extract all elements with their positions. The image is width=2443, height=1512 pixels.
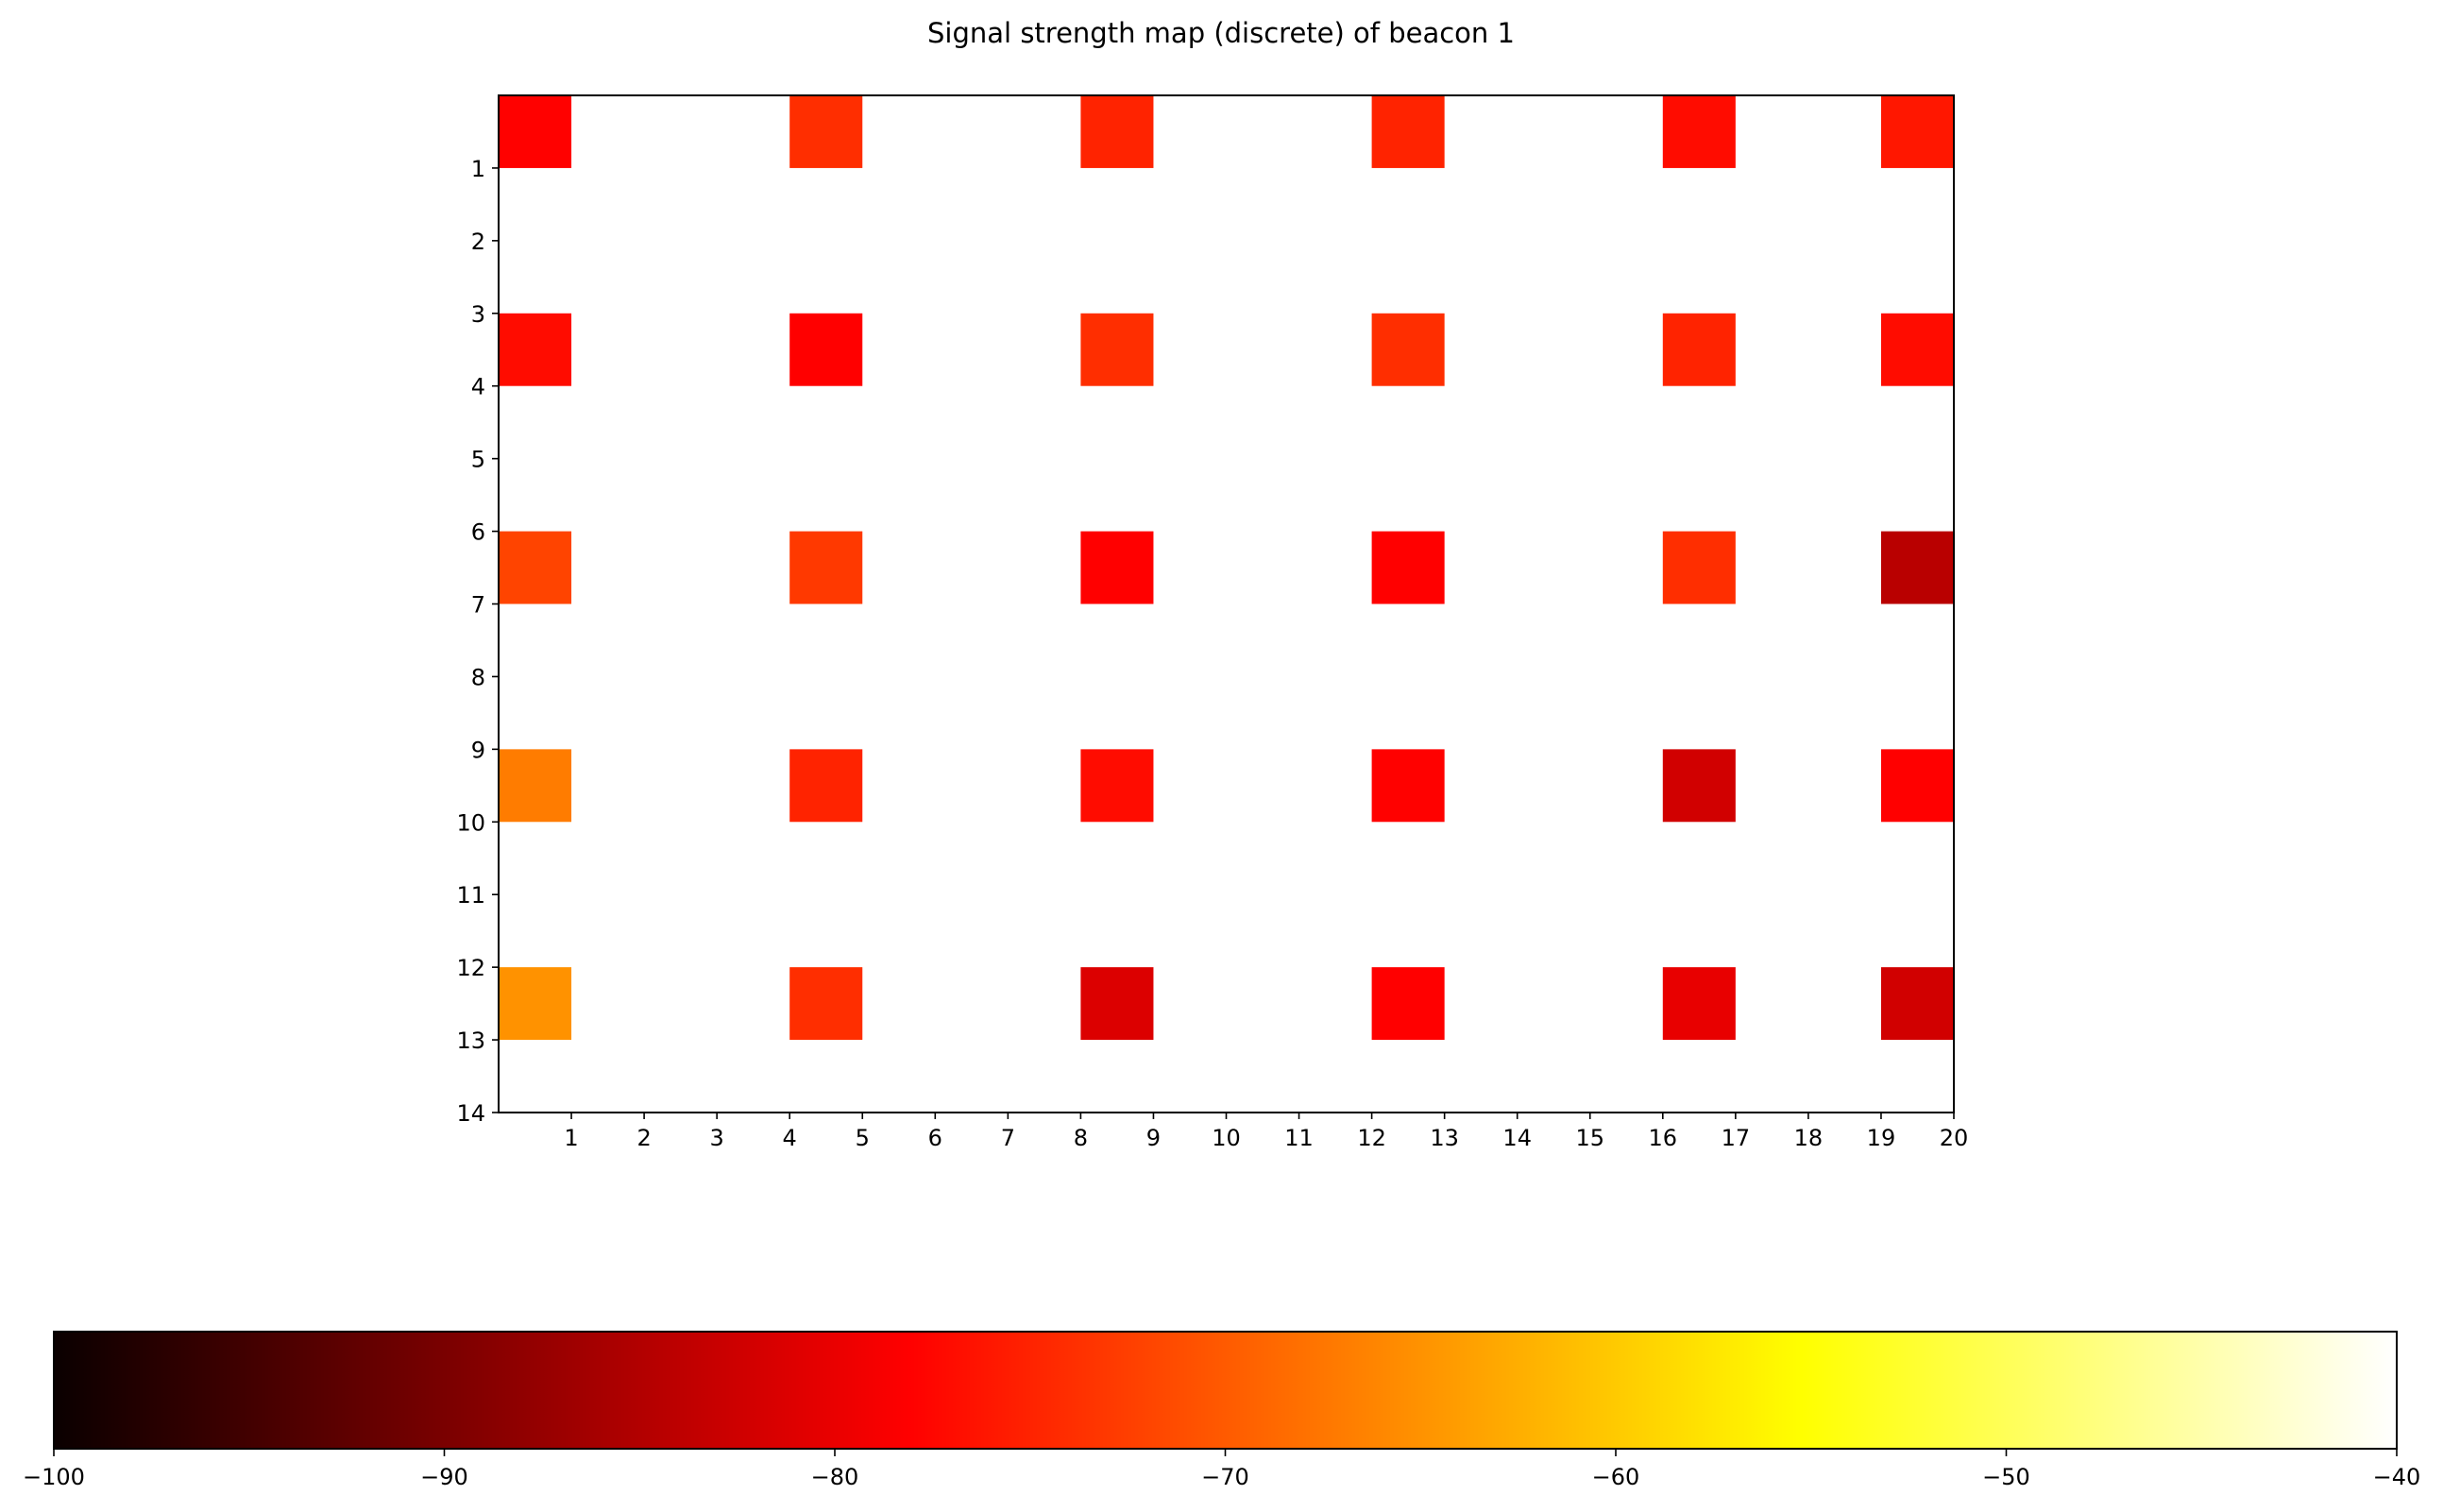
heatmap-cell — [1662, 531, 1736, 604]
colorbar-tick-label: −70 — [1201, 1464, 1249, 1490]
heatmap-cell — [499, 313, 572, 386]
heatmap-cell — [1880, 967, 1954, 1041]
heatmap-cell — [1880, 531, 1954, 604]
y-tick-label: 10 — [456, 809, 485, 836]
heatmap-cell — [499, 749, 572, 823]
x-tick-label: 20 — [1940, 1125, 1969, 1151]
y-tick-label: 5 — [471, 447, 485, 473]
heatmap-cell — [499, 531, 572, 604]
heatmap-cell — [1662, 95, 1736, 168]
heatmap-cell — [1371, 531, 1445, 604]
y-tick-label: 12 — [456, 955, 485, 981]
x-tick-label: 5 — [856, 1125, 870, 1151]
x-tick-label: 16 — [1649, 1125, 1678, 1151]
heatmap-cell — [789, 967, 863, 1041]
x-tick-label: 2 — [636, 1125, 651, 1151]
x-tick-label: 3 — [710, 1125, 724, 1151]
x-tick-label: 7 — [1001, 1125, 1015, 1151]
colorbar-tick-label: −80 — [811, 1464, 859, 1490]
heatmap-cell — [499, 95, 572, 168]
heatmap-cell — [789, 749, 863, 823]
x-tick-label: 9 — [1146, 1125, 1161, 1151]
heatmap-cell — [789, 95, 863, 168]
heatmap-cell — [1880, 95, 1954, 168]
heatmap-cell — [1662, 967, 1736, 1041]
colorbar-tick-label: −50 — [1982, 1464, 2030, 1490]
heatmap-cell — [789, 531, 863, 604]
heatmap-cell — [1662, 749, 1736, 823]
y-tick-label: 2 — [471, 229, 485, 255]
y-tick-label: 11 — [456, 882, 485, 909]
x-tick-label: 6 — [928, 1125, 942, 1151]
colorbar-axis: −100 −90 −80 −70 −60 −50 −40 — [23, 1449, 2420, 1490]
y-tick-label: 1 — [471, 156, 485, 182]
y-tick-label: 4 — [471, 374, 485, 400]
x-tick-label: 8 — [1074, 1125, 1088, 1151]
x-tick-label: 19 — [1867, 1125, 1896, 1151]
heatmap-cell — [789, 313, 863, 386]
heatmap-cell — [1080, 313, 1154, 386]
y-tick-label: 14 — [456, 1100, 485, 1127]
colorbar-tick-label: −40 — [2373, 1464, 2421, 1490]
heatmap-cell — [1880, 749, 1954, 823]
heatmap-cell — [1371, 95, 1445, 168]
heatmap-cell — [1371, 967, 1445, 1041]
chart-title: Signal strength map (discrete) of beacon… — [927, 17, 1515, 49]
x-tick-label: 18 — [1794, 1125, 1824, 1151]
heatmap-cell — [1080, 967, 1154, 1041]
x-tick-label: 15 — [1575, 1125, 1604, 1151]
heatmap-cell — [1880, 313, 1954, 386]
heatmap-cells — [499, 95, 1954, 1041]
heatmap-cell — [1080, 749, 1154, 823]
x-axis: 1 2 3 4 5 6 7 8 9 10 11 12 13 14 15 16 17 18 19 20 — [564, 1113, 1968, 1151]
colorbar-gradient — [54, 1332, 2397, 1449]
x-tick-label: 11 — [1284, 1125, 1314, 1151]
heatmap-cell — [1080, 95, 1154, 168]
x-tick-label: 12 — [1357, 1125, 1386, 1151]
heatmap-cell — [1080, 531, 1154, 604]
heatmap-cell — [499, 967, 572, 1041]
x-tick-label: 1 — [564, 1125, 578, 1151]
y-tick-label: 6 — [471, 519, 485, 546]
colorbar-tick-label: −90 — [420, 1464, 468, 1490]
x-tick-label: 4 — [783, 1125, 797, 1151]
y-tick-label: 3 — [471, 301, 485, 328]
x-tick-label: 13 — [1430, 1125, 1459, 1151]
colorbar-tick-label: −100 — [23, 1464, 85, 1490]
y-tick-label: 9 — [471, 737, 485, 763]
heatmap-cell — [1371, 313, 1445, 386]
y-tick-label: 7 — [471, 592, 485, 619]
x-tick-label: 17 — [1722, 1125, 1751, 1151]
y-tick-label: 8 — [471, 664, 485, 690]
y-tick-label: 13 — [456, 1028, 485, 1054]
x-tick-label: 10 — [1212, 1125, 1241, 1151]
colorbar-tick-label: −60 — [1592, 1464, 1640, 1490]
heatmap-cell — [1371, 749, 1445, 823]
x-tick-label: 14 — [1502, 1125, 1532, 1151]
heatmap-cell — [1662, 313, 1736, 386]
